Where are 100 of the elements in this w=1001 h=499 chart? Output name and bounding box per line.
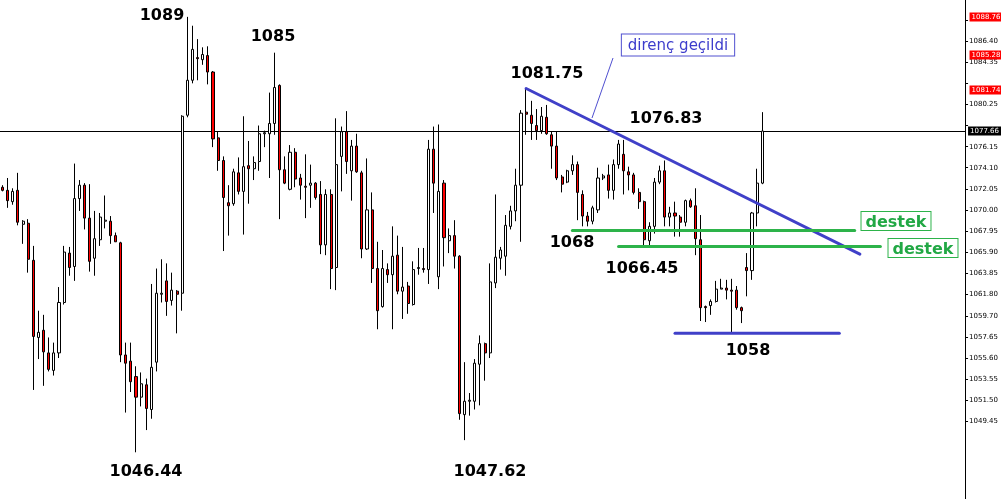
candlestick (622, 139, 625, 195)
candlestick (104, 194, 107, 229)
candlestick (78, 179, 81, 212)
candlestick (627, 166, 630, 191)
candlestick (602, 173, 605, 181)
annotation: 1068 (549, 231, 595, 251)
candlestick (299, 173, 302, 201)
candlestick (632, 172, 635, 195)
candlestick (504, 214, 507, 277)
candlestick (494, 193, 497, 289)
candlestick (396, 235, 399, 295)
candlestick (83, 182, 86, 230)
candlestick (140, 371, 143, 407)
candlestick (448, 227, 451, 254)
candlestick (309, 164, 312, 209)
candlestick (653, 177, 656, 235)
annotation: destek (865, 211, 927, 231)
candlestick (145, 378, 148, 431)
annotation: 1081.75 (510, 62, 584, 82)
candlestick (643, 200, 646, 247)
candlestick (401, 246, 404, 320)
candlestick (561, 174, 564, 193)
candlestick (566, 169, 569, 184)
candlestick (109, 215, 112, 245)
candlestick (191, 25, 194, 84)
candlestick (37, 310, 40, 360)
candlestick (638, 187, 641, 210)
candlestick (684, 199, 687, 227)
candlestick (571, 154, 574, 176)
candlestick (52, 342, 55, 377)
candlestick (16, 172, 19, 226)
annotation: 1089 (139, 4, 185, 24)
candlestick (6, 177, 9, 209)
candlestick (709, 298, 712, 316)
candlestick (11, 187, 14, 206)
candlestick (407, 281, 410, 315)
candlestick (442, 179, 446, 267)
candlestick (114, 232, 117, 243)
candlestick (319, 180, 322, 255)
candlestick (596, 167, 600, 214)
candlestick (68, 246, 71, 277)
candlestick (694, 187, 697, 256)
candlestick (617, 139, 620, 170)
candlestick (463, 361, 466, 441)
candlestick (612, 158, 615, 201)
candlestick (186, 16, 189, 118)
candlestick (47, 336, 50, 372)
candlestick (288, 144, 292, 191)
candlestick (27, 218, 30, 274)
candlestick (427, 139, 430, 285)
candlestick (350, 139, 353, 202)
candlestick (417, 247, 420, 276)
candlestick (196, 38, 199, 81)
annotation: 1046.44 (109, 460, 183, 480)
candlestick (124, 342, 127, 414)
candlestick (658, 165, 661, 185)
candlestick (689, 198, 692, 209)
candlestick (170, 272, 173, 307)
candlestick (253, 155, 256, 181)
annotation: 1085 (250, 26, 296, 46)
candlestick (129, 342, 132, 393)
candlestick (206, 45, 209, 85)
candlestick (607, 164, 610, 200)
annotation: 1066.45 (605, 257, 679, 277)
candlestick (304, 153, 307, 219)
candlestick (740, 306, 743, 324)
candlestick (160, 258, 163, 303)
candlestick (473, 358, 476, 410)
candlestick (1, 184, 4, 192)
candlestick (735, 285, 738, 311)
candlestick (57, 286, 61, 359)
candlestick (586, 211, 589, 227)
candlestick (514, 168, 517, 222)
candlestick (376, 241, 379, 330)
annotation: 1047.62 (453, 460, 527, 480)
candlestick (232, 168, 235, 207)
candlestick (386, 262, 389, 284)
candlestick (283, 155, 286, 185)
candlestick (119, 241, 122, 363)
candlestick (93, 210, 96, 277)
candlestick (679, 214, 682, 238)
candlestick (324, 188, 327, 256)
candlestick (22, 219, 25, 245)
candlestick (355, 133, 358, 174)
candlestick (176, 289, 179, 334)
candlestick (591, 205, 594, 225)
candlestick (201, 46, 204, 66)
candlestick (365, 157, 369, 251)
candlestick (412, 260, 415, 307)
candlestick (468, 392, 471, 417)
candlestick (222, 155, 225, 252)
candlestick (63, 245, 66, 306)
annotation: 1058 (725, 339, 771, 359)
candlestick (730, 278, 733, 334)
candlestick (294, 147, 297, 188)
candlestick (720, 278, 723, 290)
annotation: destek (892, 238, 954, 258)
candlestick (32, 245, 35, 391)
candlestick (73, 163, 76, 282)
candlestick (725, 279, 728, 300)
